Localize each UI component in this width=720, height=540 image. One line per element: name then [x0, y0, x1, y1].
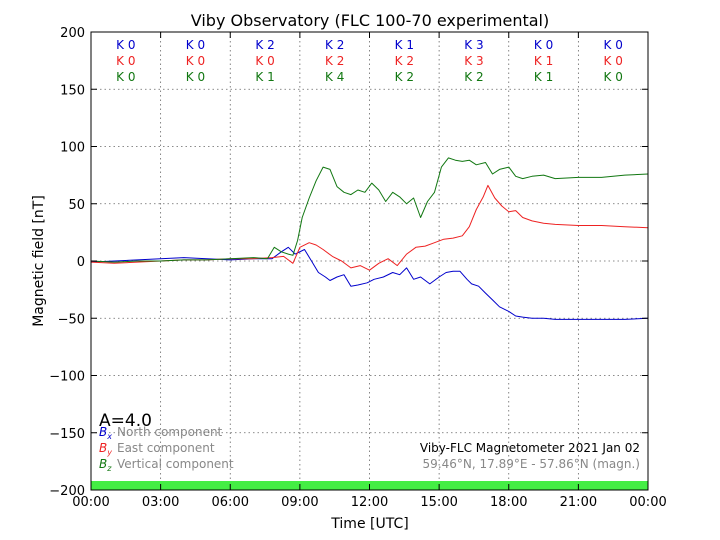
k-index-east: K 3 — [464, 54, 483, 68]
k-index-vertical: K 2 — [464, 70, 483, 84]
k-index-east: K 0 — [604, 54, 623, 68]
x-tick-label: 09:00 — [281, 495, 318, 510]
legend-symbol-vertical: Bz — [99, 457, 112, 473]
legend-label-east: East component — [117, 441, 215, 455]
y-tick-label: −100 — [49, 370, 85, 385]
k-index-vertical: K 0 — [604, 70, 623, 84]
k-index-vertical: K 0 — [186, 70, 205, 84]
legend-entry-east: By East component — [99, 441, 215, 457]
legend: Bx North component By East component Bz … — [99, 425, 234, 473]
y-axis-label: Magnetic field [nT] — [31, 195, 47, 327]
k-index-east: K 0 — [116, 54, 135, 68]
y-tick-label: −50 — [58, 312, 85, 327]
y-tick-label: −150 — [49, 427, 85, 442]
x-tick-label: 12:00 — [351, 495, 388, 510]
k-index-east: K 0 — [255, 54, 274, 68]
k-index-vertical: K 4 — [325, 70, 344, 84]
k-index-east: K 1 — [534, 54, 553, 68]
legend-label-north: North component — [117, 425, 223, 439]
k-index-vertical: K 2 — [395, 70, 414, 84]
legend-symbol-east: By — [99, 441, 112, 457]
grid-lines — [91, 32, 648, 490]
k-index-east: K 2 — [325, 54, 344, 68]
legend-entry-north: Bx North component — [99, 425, 223, 441]
y-tick-label: −200 — [49, 484, 85, 499]
x-tick-label: 06:00 — [212, 495, 249, 510]
x-axis-label: Time [UTC] — [330, 516, 408, 532]
k-index-table: K 0 K 0 K 2 K 2 K 1 K 3 K 0 K 0 K 0 K 0 K 0 K 2 K 2 K… — [116, 38, 623, 84]
station-label: Viby-FLC Magnetometer 2021 Jan 02 — [420, 441, 640, 455]
k-index-vertical: K 1 — [534, 70, 553, 84]
k-index-north: K 1 — [395, 38, 414, 52]
x-tick-label: 00:00 — [72, 495, 109, 510]
y-tick-label: 50 — [68, 198, 85, 213]
y-tick-label: 150 — [60, 83, 85, 98]
x-tick-label: 21:00 — [560, 495, 597, 510]
k-index-north: K 3 — [464, 38, 483, 52]
k-index-north: K 0 — [534, 38, 553, 52]
k-index-north: K 2 — [255, 38, 274, 52]
y-tick-label: 100 — [60, 141, 85, 156]
k-index-east: K 0 — [186, 54, 205, 68]
k-index-vertical: K 1 — [255, 70, 274, 84]
legend-entry-vertical: Bz Vertical component — [99, 457, 234, 473]
k-index-north: K 0 — [604, 38, 623, 52]
x-tick-label: 15:00 — [420, 495, 457, 510]
k-index-east: K 2 — [395, 54, 414, 68]
legend-label-vertical: Vertical component — [117, 457, 234, 471]
x-tick-label: 03:00 — [142, 495, 179, 510]
k-index-north: K 0 — [116, 38, 135, 52]
legend-symbol-north: Bx — [99, 425, 112, 441]
x-tick-label: 18:00 — [490, 495, 527, 510]
data-series — [90, 157, 649, 320]
coordinates-label: 59.46°N, 17.89°E - 57.86°N (magn.) — [423, 457, 640, 471]
axis-ticks: 00:00 03:00 06:00 09:00 12:00 15:00 18:00 21:00… — [49, 26, 666, 510]
chart-title: Viby Observatory (FLC 100-70 experimenta… — [191, 11, 550, 30]
k-index-north: K 2 — [325, 38, 344, 52]
y-tick-label: 0 — [77, 255, 85, 270]
activity-index-label: A=4.0 — [99, 411, 152, 431]
series-line-vertical — [90, 157, 649, 263]
y-tick-label: 200 — [60, 26, 85, 41]
k-index-vertical: K 0 — [116, 70, 135, 84]
x-tick-label: 00:00 — [629, 495, 666, 510]
k-index-north: K 0 — [186, 38, 205, 52]
